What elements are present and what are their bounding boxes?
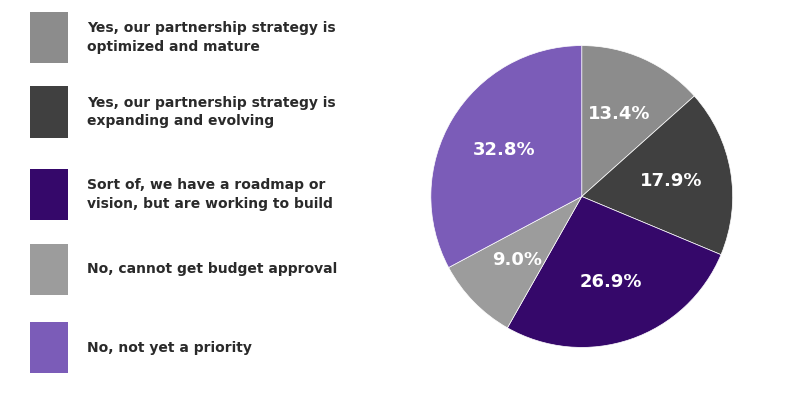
Bar: [31, 86, 69, 138]
Wedge shape: [431, 46, 582, 268]
Wedge shape: [507, 196, 721, 347]
Wedge shape: [582, 96, 733, 255]
Text: 13.4%: 13.4%: [587, 105, 650, 123]
Bar: [31, 169, 69, 220]
Wedge shape: [448, 196, 582, 328]
Bar: [31, 244, 69, 295]
Text: Yes, our partnership strategy is
expanding and evolving: Yes, our partnership strategy is expandi…: [87, 96, 336, 128]
Text: Yes, our partnership strategy is
optimized and mature: Yes, our partnership strategy is optimiz…: [87, 21, 336, 53]
Text: 26.9%: 26.9%: [580, 273, 642, 291]
Wedge shape: [582, 46, 694, 196]
Text: 32.8%: 32.8%: [473, 141, 536, 159]
Text: No, not yet a priority: No, not yet a priority: [87, 341, 252, 355]
Text: Sort of, we have a roadmap or
vision, but are working to build: Sort of, we have a roadmap or vision, bu…: [87, 178, 333, 211]
Bar: [31, 322, 69, 373]
Text: 17.9%: 17.9%: [640, 173, 702, 191]
Text: No, cannot get budget approval: No, cannot get budget approval: [87, 262, 338, 276]
Text: 9.0%: 9.0%: [492, 251, 542, 269]
Bar: [31, 12, 69, 63]
